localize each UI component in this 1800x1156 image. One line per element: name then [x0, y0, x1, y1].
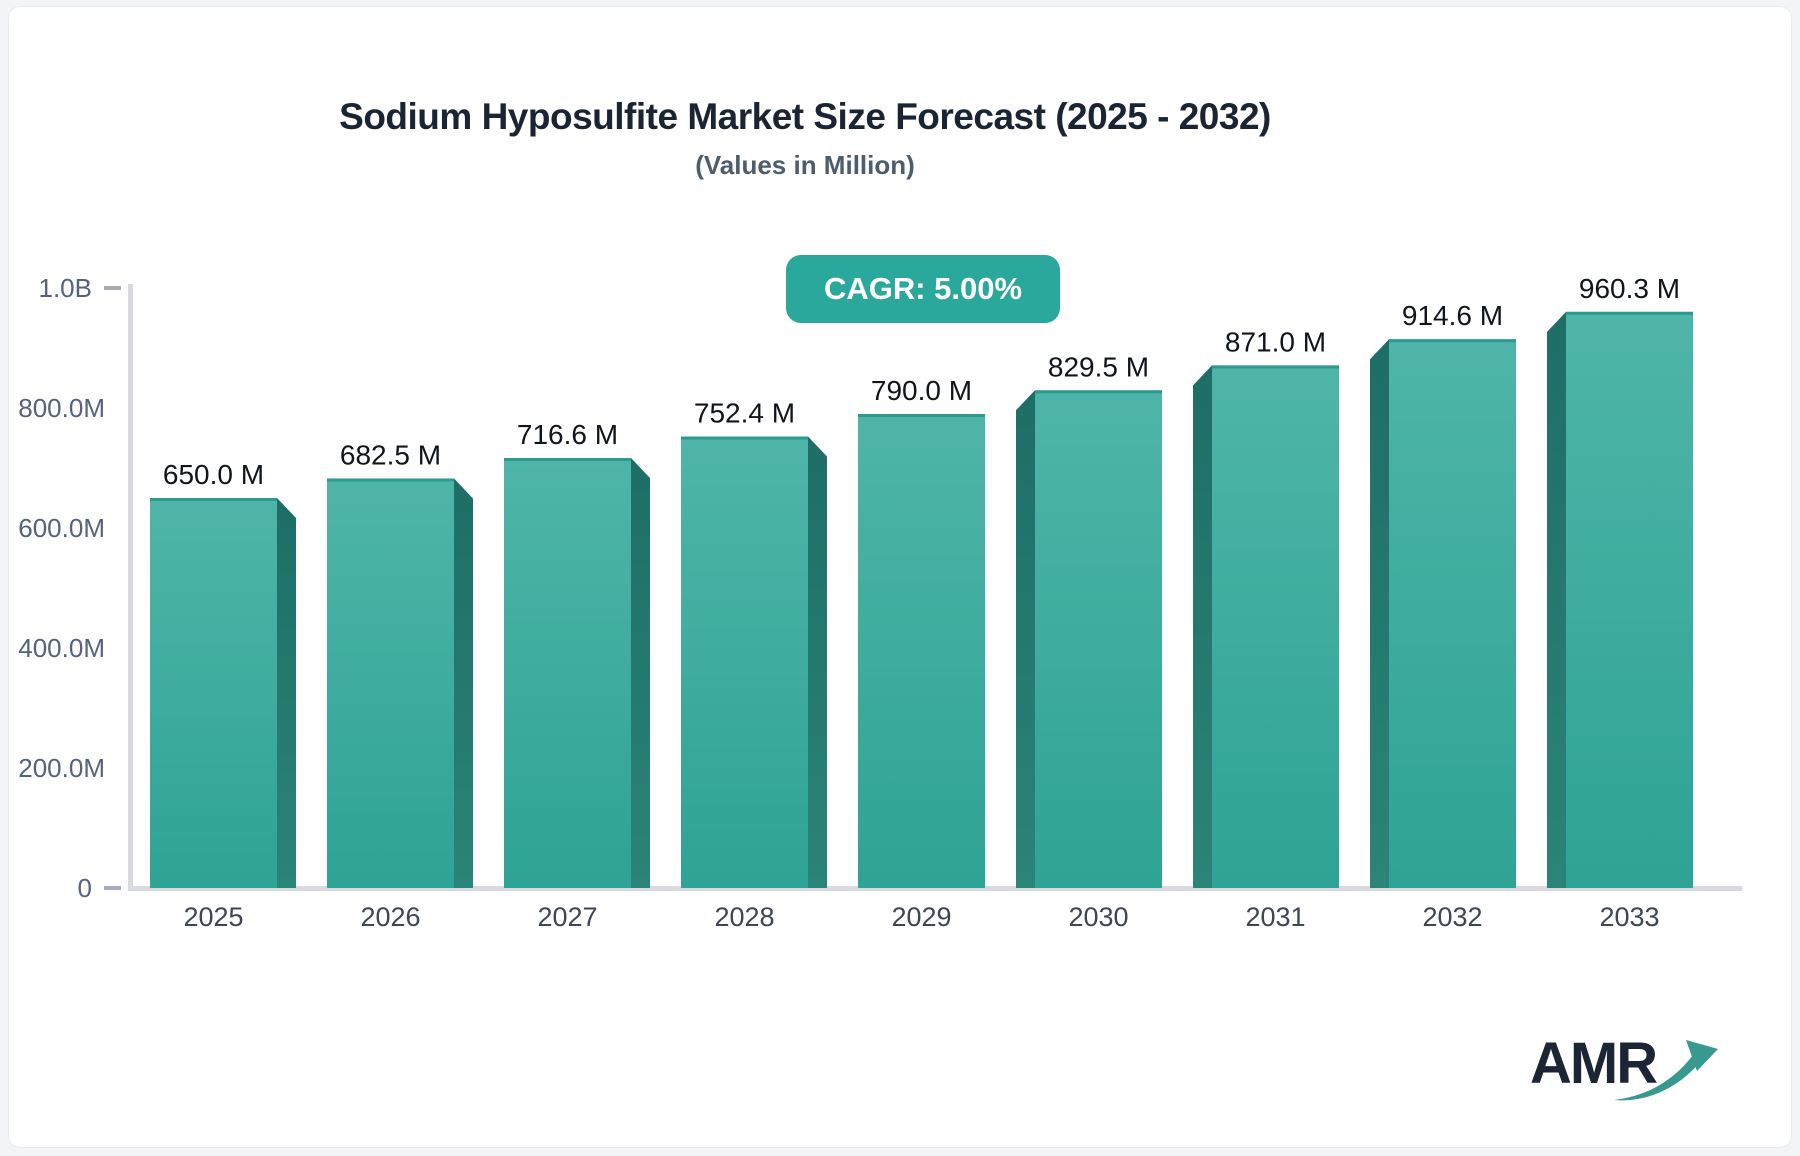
x-axis-label: 2030: [1068, 902, 1128, 932]
bar-value-label: 960.3 M: [1579, 273, 1680, 304]
bar-side-face: [1370, 339, 1389, 888]
amr-logo-text: AMR: [1530, 1031, 1658, 1096]
y-axis-tick-label: 0: [78, 873, 92, 903]
bar-2031: [1193, 365, 1339, 888]
bar-2028: [681, 436, 827, 888]
growth-arrow-icon: [1614, 1040, 1718, 1101]
bar-2027: [504, 458, 650, 888]
bar-value-label: 829.5 M: [1048, 351, 1149, 382]
y-axis-line: [128, 284, 133, 890]
bar-top-edge: [150, 498, 277, 501]
bar-top-edge: [1566, 311, 1693, 315]
x-axis-label: 2029: [891, 902, 951, 932]
x-axis-label: 2031: [1245, 902, 1305, 932]
bar-side-face: [454, 478, 473, 888]
y-axis-tick-label: 800.0M: [18, 393, 105, 423]
bar-2033: [1547, 311, 1693, 888]
bar-front-face: [1212, 365, 1339, 888]
bar-top-edge: [681, 436, 808, 440]
bar-value-label: 650.0 M: [163, 459, 264, 490]
bar-front-face: [150, 498, 277, 888]
y-axis-tick-label: 200.0M: [18, 753, 105, 783]
y-axis-tick-label: 600.0M: [18, 513, 105, 543]
bar-2032: [1370, 339, 1516, 888]
bar-value-label: 752.4 M: [694, 398, 795, 429]
bar-value-label: 871.0 M: [1225, 326, 1326, 357]
bar-top-edge: [1389, 339, 1516, 343]
x-axis-label: 2027: [537, 902, 597, 932]
labels: 650.0 M 2025 682.5 M 2026 716.6 M 2027 752.4 M…: [163, 273, 1680, 932]
cagr-badge: CAGR: 5.00%: [786, 255, 1060, 323]
x-axis-label: 2028: [714, 902, 774, 932]
bar-front-face: [1035, 390, 1162, 888]
x-axis-line: [128, 886, 1742, 891]
bar-2029: [858, 414, 985, 888]
bar-front-face: [1389, 339, 1516, 888]
bar-side-face: [277, 498, 296, 888]
bar-front-face: [1566, 311, 1693, 888]
y-axis-tick-label: 400.0M: [18, 633, 105, 663]
x-axis-label: 2032: [1422, 902, 1482, 932]
x-axis-label: 2033: [1599, 902, 1659, 932]
bar-2025: [150, 498, 296, 888]
y-axis-tick-dash: [104, 886, 121, 890]
bar-value-label: 716.6 M: [517, 419, 618, 450]
bar-top-edge: [858, 414, 985, 417]
bar-top-edge: [327, 478, 454, 482]
x-axis-label: 2026: [360, 902, 420, 932]
bar-front-face: [327, 478, 454, 888]
bar-front-face: [858, 414, 985, 888]
chart-subtitle: (Values in Million): [695, 150, 915, 180]
y-axis-tick-label: 1.0B: [39, 273, 93, 303]
bar-side-face: [631, 458, 650, 888]
bar-front-face: [504, 458, 631, 888]
bar-value-label: 790.0 M: [871, 375, 972, 406]
bar-top-edge: [504, 458, 631, 462]
bar-2026: [327, 478, 473, 888]
bar-side-face: [1193, 365, 1212, 888]
x-axis-label: 2025: [183, 902, 243, 932]
amr-logo: AMR: [1530, 1030, 1750, 1120]
bar-top-edge: [1035, 390, 1162, 394]
bars: [150, 311, 1693, 888]
y-axis-tick-dash: [104, 286, 121, 290]
bar-front-face: [681, 436, 808, 888]
bar-value-label: 914.6 M: [1402, 300, 1503, 331]
chart-title: Sodium Hyposulfite Market Size Forecast …: [339, 96, 1271, 137]
bar-value-label: 682.5 M: [340, 440, 441, 471]
bar-side-face: [1016, 390, 1035, 888]
bar-side-face: [1547, 311, 1566, 888]
bar-top-edge: [1212, 365, 1339, 369]
bar-side-face: [808, 436, 827, 888]
axes: 1.0B 800.0M 600.0M 400.0M 200.0M 0: [18, 273, 1742, 903]
bar-2030: [1016, 390, 1162, 888]
